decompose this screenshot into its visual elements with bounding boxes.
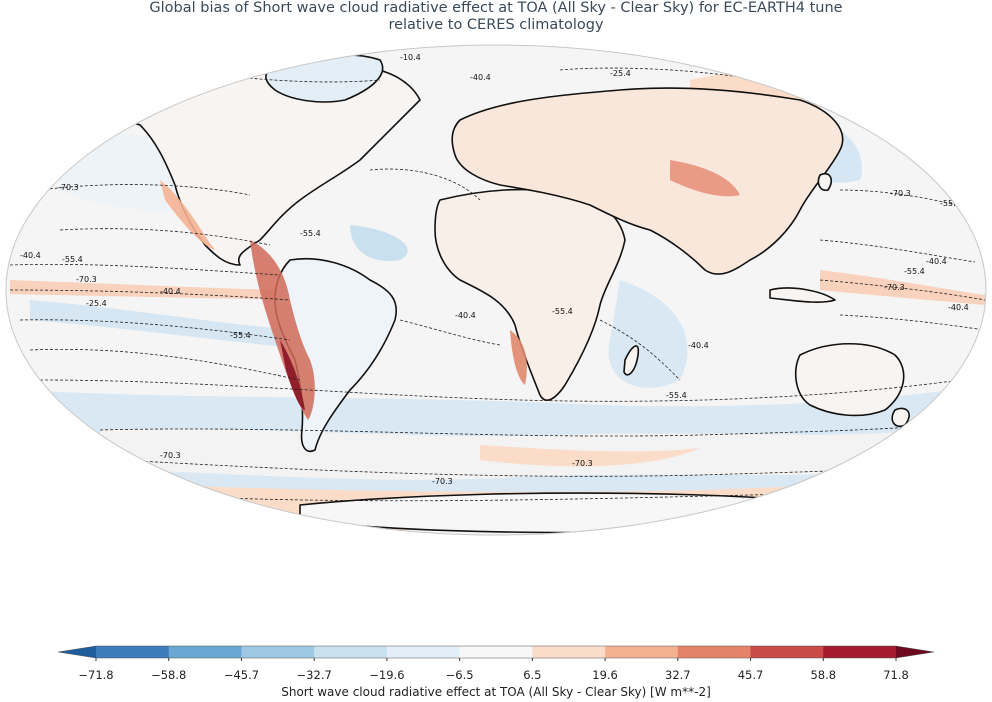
contour-label: -70.3	[58, 183, 79, 192]
south-atlantic-warm-patch	[480, 445, 700, 467]
contour-label: -70.3	[432, 477, 453, 486]
contour-label: -70.3	[76, 275, 97, 284]
contour-line	[599, 319, 681, 381]
map-title-line-2: relative to CERES climatology	[388, 17, 604, 33]
contour-label: -55.4	[300, 229, 321, 238]
colorbar-tick-label: 71.8	[883, 668, 909, 682]
north-atlantic-cool-patch	[350, 225, 408, 261]
contour-label: -40.4	[470, 73, 491, 82]
colorbar-tick-label: −6.5	[445, 668, 474, 682]
contour-label: -40.4	[926, 257, 947, 266]
colorbar-segment	[241, 646, 315, 658]
contour-label: -55.4	[62, 255, 83, 264]
contour-label: -40.4	[20, 251, 41, 260]
andes-bias-maximum	[250, 240, 315, 420]
colorbar-segment	[605, 646, 679, 658]
contour-label: -10.4	[400, 53, 421, 62]
contour-line	[839, 314, 986, 331]
contour-label: -25.4	[610, 69, 631, 78]
contour-label: -25.4	[86, 299, 107, 308]
contour-label: -55.4	[940, 199, 961, 208]
colorbar-title: Short wave cloud radiative effect at TOA…	[281, 685, 711, 699]
colorbar-segment	[96, 646, 170, 658]
contour-line	[819, 239, 976, 263]
map-field: -10.4 -25.4 -40.4 -55.4 -70.3 -40.4 -55.…	[6, 45, 986, 535]
contour-label: -55.4	[186, 497, 207, 506]
contour-line	[39, 379, 961, 402]
colorbar-tick-label: 6.5	[523, 668, 542, 682]
colorbar-segment	[750, 646, 824, 658]
contour-line	[19, 319, 291, 341]
contour-label: -55.4	[666, 391, 687, 400]
contour-label: -55.4	[904, 267, 925, 276]
colorbar-segment	[314, 646, 388, 658]
map-title-line-1: Global bias of Short wave cloud radiativ…	[149, 0, 843, 16]
contour-line	[39, 184, 251, 196]
contour-label: -55.4	[552, 307, 573, 316]
contour-line	[59, 228, 271, 246]
australia	[794, 343, 905, 417]
contour-label: -70.3	[890, 189, 911, 198]
colorbar-tick-label: −19.6	[369, 668, 405, 682]
contour-label: -25.4	[148, 77, 169, 86]
contour-label: -55.4	[230, 331, 251, 340]
namibia-stratocumulus-bias	[510, 330, 527, 385]
colorbar-tick-label: −45.7	[223, 668, 260, 682]
continents	[89, 54, 910, 534]
tropical-pacific-cool-band	[30, 300, 320, 350]
contour-line	[29, 349, 301, 381]
colorbar-segment	[532, 646, 606, 658]
colorbar-tick-label: −32.7	[296, 668, 332, 682]
west-pacific-warm-band	[820, 270, 985, 305]
contour-label: -40.4	[455, 311, 476, 320]
contour-label: -25.4	[840, 499, 861, 508]
colorbar-tick-label: 19.6	[592, 668, 618, 682]
colorbar-tick-label: −71.8	[78, 668, 114, 682]
contour-line	[99, 424, 941, 437]
colorbar-extend-high	[896, 646, 934, 658]
contour-label: -70.3	[160, 451, 181, 460]
contour-line	[839, 189, 976, 211]
colorbar-segment	[823, 646, 897, 658]
contour-line	[369, 168, 481, 201]
colorbar-segment	[386, 646, 461, 658]
contour-label: -40.4	[688, 341, 709, 350]
tibet-bias-patch	[670, 160, 740, 197]
contour-line	[399, 319, 501, 346]
contour-label: -70.3	[572, 459, 593, 468]
globe-outline	[5, 44, 987, 536]
madagascar	[623, 345, 640, 376]
colorbar-segment	[168, 646, 242, 658]
contour-label: -70.3	[884, 283, 905, 292]
contour-line	[819, 279, 986, 301]
colorbar-tick-label: 58.8	[810, 668, 837, 682]
peru-chile-stratocumulus-extreme	[280, 340, 305, 410]
japan	[817, 172, 832, 192]
contour-line	[9, 289, 291, 301]
colorbar-segment	[459, 646, 533, 658]
contour-label: -40.4	[160, 287, 181, 296]
colorbar-segment	[677, 646, 752, 658]
colorbar-tick-label: 45.7	[737, 668, 764, 682]
colorbar-tick-label: 32.7	[665, 668, 691, 682]
colorbar	[57, 645, 935, 661]
itcz-warm-band-west	[10, 280, 300, 300]
indonesia	[769, 287, 836, 303]
eurasia	[451, 87, 844, 275]
contour-label: -40.4	[948, 303, 969, 312]
california-stratocumulus-bias	[160, 180, 215, 250]
colorbar-extend-low	[58, 646, 96, 658]
contour-labels: -10.4 -25.4 -40.4 -55.4 -70.3 -40.4 -55.…	[20, 53, 969, 508]
colorbar-tick-label: −58.8	[151, 668, 187, 682]
